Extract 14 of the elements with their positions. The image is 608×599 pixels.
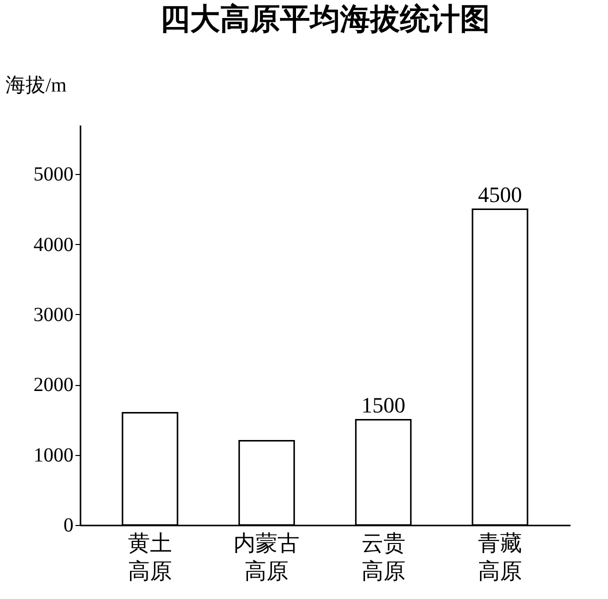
y-tick-label: 4000 — [34, 234, 74, 256]
y-tick-label: 0 — [64, 514, 74, 536]
chart-title: 四大高原平均海拔统计图 — [160, 2, 490, 36]
data-label: 1500 — [361, 392, 406, 418]
y-axis-title: 海拔/m — [6, 74, 68, 96]
x-tick-label: 青藏高原 — [478, 530, 522, 584]
y-tick-label: 2000 — [34, 374, 74, 396]
y-tick-label: 5000 — [34, 164, 74, 186]
x-tick-label: 云贵高原 — [361, 530, 406, 584]
data-label: 4500 — [478, 182, 522, 208]
y-tick-label: 3000 — [34, 304, 74, 326]
x-tick-label: 内蒙古高原 — [234, 530, 300, 584]
y-tick-label: 1000 — [34, 444, 74, 466]
x-tick-label: 黄土高原 — [128, 530, 172, 584]
